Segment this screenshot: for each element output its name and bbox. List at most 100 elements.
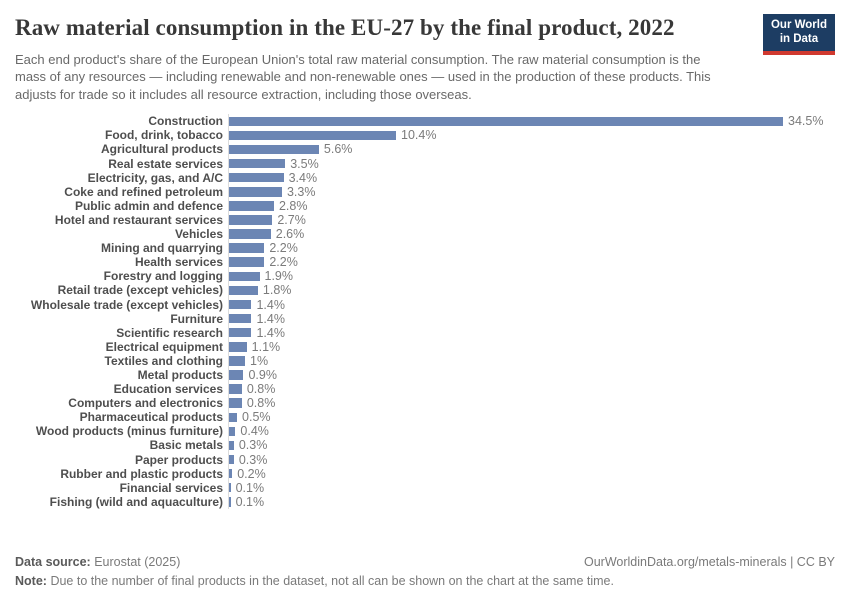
bar[interactable]: [229, 201, 274, 211]
value-label: 3.4%: [288, 170, 318, 185]
bar[interactable]: [229, 158, 286, 169]
bar[interactable]: [229, 440, 234, 451]
bar[interactable]: [229, 454, 234, 465]
value-label: 0.4%: [240, 424, 269, 439]
logo-line-2: in Data: [779, 33, 819, 46]
category-label: Rubber and plastic products: [60, 466, 223, 481]
bar-row: Wood products (minus furniture) 0.4%: [15, 424, 835, 439]
bar-row: Mining and quarrying 2.2%: [15, 241, 835, 256]
category-label: Mining and quarrying: [101, 241, 223, 256]
footer-note: Note: Due to the number of final product…: [15, 574, 835, 588]
bar-row: Textiles and clothing 1%: [15, 353, 835, 368]
category-label: Electrical equipment: [105, 339, 223, 354]
chart-subtitle: Each end product's share of the European…: [15, 51, 711, 102]
bar[interactable]: [229, 285, 258, 296]
bar-track: 0.4%: [228, 424, 835, 439]
bar[interactable]: [229, 370, 244, 380]
bar[interactable]: [229, 116, 783, 127]
bar-track: 34.5%: [228, 114, 835, 129]
bar[interactable]: [229, 356, 246, 366]
category-label: Hotel and restaurant services: [54, 212, 223, 227]
category-label: Health services: [134, 255, 223, 270]
value-label: 1.4%: [256, 311, 285, 326]
value-label: 1.4%: [256, 297, 285, 312]
value-label: 1.8%: [262, 283, 292, 298]
bar[interactable]: [229, 215, 273, 225]
value-label: 0.5%: [242, 410, 271, 425]
bar-track: 0.3%: [228, 452, 835, 467]
category-label: Financial services: [119, 480, 223, 495]
bar[interactable]: [229, 271, 260, 282]
bar[interactable]: [229, 299, 252, 310]
bar-row: Electricity, gas, and A/C 3.4%: [15, 170, 835, 185]
bar-row: Wholesale trade (except vehicles) 1.4%: [15, 297, 835, 312]
bar-track: 3.4%: [228, 170, 835, 185]
bar[interactable]: [229, 497, 231, 507]
category-label: Retail trade (except vehicles): [57, 283, 223, 298]
bar-chart: Construction 34.5% Food, drink, tobacco 10.…: [15, 114, 835, 509]
value-label: 0.1%: [235, 480, 265, 495]
bar-row: Vehicles 2.6%: [15, 226, 835, 242]
category-label: Wholesale trade (except vehicles): [30, 297, 223, 312]
bar[interactable]: [229, 468, 233, 479]
bar[interactable]: [229, 172, 284, 183]
bar[interactable]: [229, 229, 271, 239]
bar[interactable]: [229, 398, 242, 408]
bar-track: 1.9%: [228, 269, 835, 284]
bar[interactable]: [229, 482, 231, 493]
value-label: 2.6%: [275, 227, 305, 242]
value-label: 0.1%: [235, 494, 265, 509]
bar[interactable]: [229, 187, 282, 197]
attribution-link[interactable]: OurWorldinData.org/metals-minerals | CC …: [583, 555, 835, 569]
category-label: Vehicles: [174, 227, 223, 242]
data-source-value: Eurostat (2025): [94, 555, 181, 569]
value-label: 34.5%: [788, 114, 824, 129]
category-label: Textiles and clothing: [104, 353, 223, 368]
bar-track: 0.8%: [228, 382, 835, 397]
bar[interactable]: [229, 130, 396, 141]
chart-header: Raw material consumption in the EU-27 by…: [0, 0, 850, 103]
bar-track: 3.3%: [228, 184, 835, 199]
bar-track: 1.4%: [228, 325, 835, 340]
bar[interactable]: [229, 426, 236, 437]
value-label: 1.4%: [256, 325, 285, 340]
bar-track: 5.6%: [228, 142, 835, 157]
bar-row: Forestry and logging 1.9%: [15, 269, 835, 284]
owid-logo[interactable]: Our World in Data: [762, 14, 835, 55]
bar[interactable]: [229, 412, 238, 422]
bar-row: Retail trade (except vehicles) 1.8%: [15, 283, 835, 298]
value-label: 3.5%: [290, 156, 319, 171]
bar-row: Financial services 0.1%: [15, 480, 835, 495]
bar-row: Real estate services 3.5%: [15, 156, 835, 171]
bar-track: 2.2%: [228, 255, 835, 270]
bar[interactable]: [229, 313, 252, 324]
value-label: 5.6%: [323, 142, 353, 157]
bar-track: 10.4%: [228, 128, 835, 143]
category-label: Fishing (wild and aquaculture): [49, 494, 223, 509]
bar-row: Rubber and plastic products 0.2%: [15, 466, 835, 481]
bar-row: Coke and refined petroleum 3.3%: [15, 184, 835, 199]
category-label: Wood products (minus furniture): [35, 424, 223, 439]
value-label: 0.9%: [248, 367, 277, 382]
category-label: Basic metals: [149, 438, 223, 453]
bar[interactable]: [229, 257, 265, 267]
bar-track: 0.3%: [228, 438, 835, 453]
bar-track: 0.1%: [228, 494, 835, 509]
bar-track: 1%: [228, 353, 835, 368]
bar[interactable]: [229, 342, 247, 352]
note-text: Due to the number of final products in t…: [50, 574, 614, 588]
bar[interactable]: [229, 384, 242, 394]
value-label: 2.2%: [269, 255, 298, 270]
category-label: Public admin and defence: [74, 198, 223, 213]
bar[interactable]: [229, 243, 265, 253]
value-label: 0.2%: [237, 466, 266, 481]
category-label: Scientific research: [116, 325, 223, 340]
value-label: 1%: [250, 353, 269, 368]
data-source: Data source: Eurostat (2025): [15, 555, 180, 569]
bar-track: 1.4%: [228, 297, 835, 312]
bar[interactable]: [229, 144, 319, 155]
bar[interactable]: [229, 327, 252, 338]
category-label: Forestry and logging: [103, 269, 223, 284]
category-label: Furniture: [170, 311, 223, 326]
category-label: Electricity, gas, and A/C: [87, 170, 223, 185]
